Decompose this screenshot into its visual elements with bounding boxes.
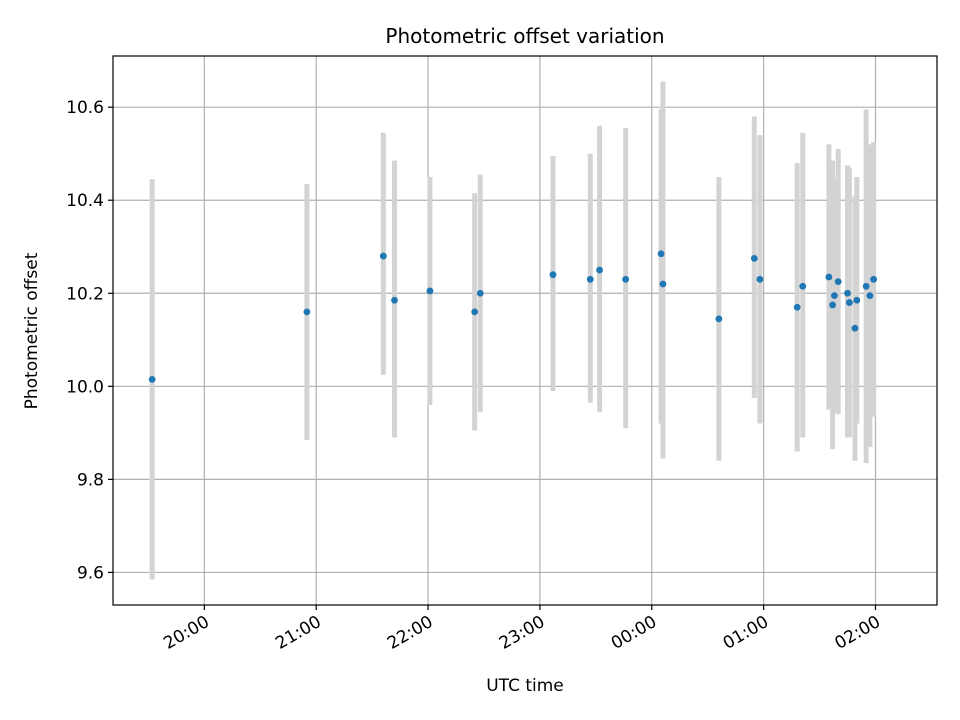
data-point	[829, 301, 837, 309]
data-point	[831, 292, 838, 300]
data-point	[148, 375, 156, 383]
data-point	[834, 278, 842, 286]
data-point	[426, 287, 434, 295]
data-point	[596, 266, 603, 274]
data-point	[715, 315, 723, 323]
data-point	[862, 282, 870, 290]
data-point	[750, 254, 758, 262]
data-point	[870, 275, 878, 283]
y-tick-label: 10.4	[66, 191, 104, 211]
y-tick-label: 9.6	[77, 563, 104, 583]
y-tick-label: 9.8	[77, 470, 104, 490]
data-point	[391, 296, 398, 304]
data-point	[845, 299, 853, 306]
data-point	[657, 250, 665, 258]
chart-title: Photometric offset variation	[385, 24, 664, 48]
data-point	[799, 282, 807, 290]
y-tick-label: 10.2	[66, 284, 104, 304]
data-point	[851, 324, 859, 332]
data-point	[825, 273, 833, 281]
data-point	[586, 275, 594, 283]
data-point	[471, 308, 479, 316]
data-point	[793, 303, 801, 311]
data-point	[379, 252, 387, 260]
plot-frame	[112, 55, 938, 606]
data-point	[549, 271, 557, 279]
data-point	[756, 275, 764, 283]
plot-area	[113, 56, 937, 605]
data-point	[866, 292, 874, 300]
y-tick-label: 10.0	[66, 377, 104, 397]
data-point	[853, 296, 861, 304]
data-point	[622, 275, 630, 283]
x-axis-label: UTC time	[486, 676, 564, 696]
y-tick-label: 10.6	[66, 98, 104, 118]
data-point	[476, 289, 484, 297]
data-point	[659, 280, 667, 288]
data-point	[844, 289, 851, 297]
y-axis-label: Photometric offset	[22, 252, 42, 409]
data-points	[148, 250, 878, 383]
y-axis: 9.6 9.8 10.0 10.2 10.4 10.6	[66, 98, 113, 583]
data-point	[303, 308, 311, 316]
